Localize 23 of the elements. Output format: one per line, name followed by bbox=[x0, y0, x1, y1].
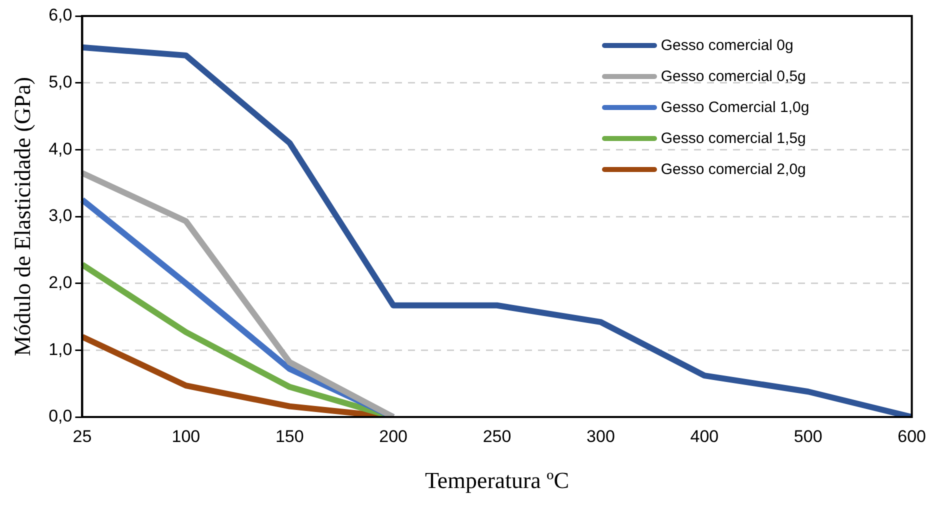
y-tick-label: 6,0 bbox=[48, 6, 72, 25]
x-tick-label: 400 bbox=[690, 426, 719, 446]
x-tick-label: 250 bbox=[482, 426, 512, 446]
x-tick-label: 600 bbox=[898, 426, 926, 446]
y-tick-label: 2,0 bbox=[48, 273, 72, 292]
x-tick-label: 200 bbox=[379, 426, 408, 446]
y-tick-label: 5,0 bbox=[48, 72, 72, 92]
x-tick-label: 300 bbox=[586, 426, 615, 446]
legend-label: Gesso comercial 0,5g bbox=[660, 68, 806, 85]
legend-label: Gesso comercial 1,5g bbox=[660, 130, 806, 147]
legend-label: Gesso Comercial 1,0g bbox=[660, 99, 810, 116]
legend-label: Gesso comercial 0g bbox=[660, 37, 794, 54]
y-tick-label: 3,0 bbox=[48, 206, 72, 226]
y-tick-label: 4,0 bbox=[48, 139, 72, 158]
y-tick-label: 0,0 bbox=[48, 406, 72, 426]
x-axis-title: Temperatura ºC bbox=[424, 468, 570, 494]
legend-label: Gesso comercial 2,0g bbox=[660, 161, 806, 178]
x-tick-label: 150 bbox=[275, 426, 304, 446]
x-tick-label: 500 bbox=[794, 426, 822, 446]
x-tick-label: 100 bbox=[172, 426, 200, 446]
x-tick-label: 25 bbox=[72, 426, 92, 446]
y-tick-label: 1,0 bbox=[48, 340, 72, 359]
y-axis-title: Módulo de Elasticidade (GPa) bbox=[10, 76, 35, 356]
